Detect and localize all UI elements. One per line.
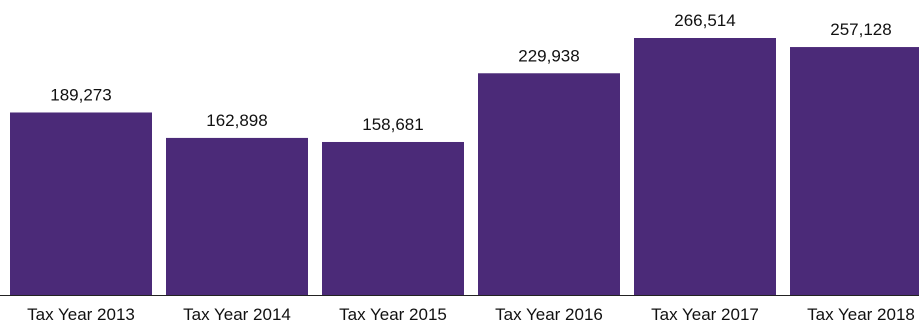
value-label-1: 189,273: [50, 85, 111, 104]
value-label-2: 162,898: [206, 111, 267, 130]
category-label-3: Tax Year 2015: [339, 305, 447, 324]
bar-3: [322, 141, 464, 295]
value-label-5: 266,514: [674, 11, 735, 30]
value-label-6: 257,128: [830, 20, 891, 39]
category-label-5: Tax Year 2017: [651, 305, 759, 324]
bar-1: [10, 112, 152, 295]
value-label-3: 158,681: [362, 115, 423, 134]
bar-4: [478, 73, 620, 295]
category-labels-group: Tax Year 2013 Tax Year 2014 Tax Year 2015 T…: [27, 305, 915, 324]
category-label-4: Tax Year 2016: [495, 305, 603, 324]
value-labels-group: 189,273 162,898 158,681 229,938 266,514 257,1…: [50, 11, 891, 134]
category-label-1: Tax Year 2013: [27, 305, 135, 324]
bar-2: [166, 137, 308, 295]
bars-group: [10, 38, 919, 296]
category-label-6: Tax Year 2018: [807, 305, 915, 324]
bar-6: [790, 47, 919, 296]
category-label-2: Tax Year 2014: [183, 305, 291, 324]
value-label-4: 229,938: [518, 46, 579, 65]
bar-5: [634, 38, 776, 295]
